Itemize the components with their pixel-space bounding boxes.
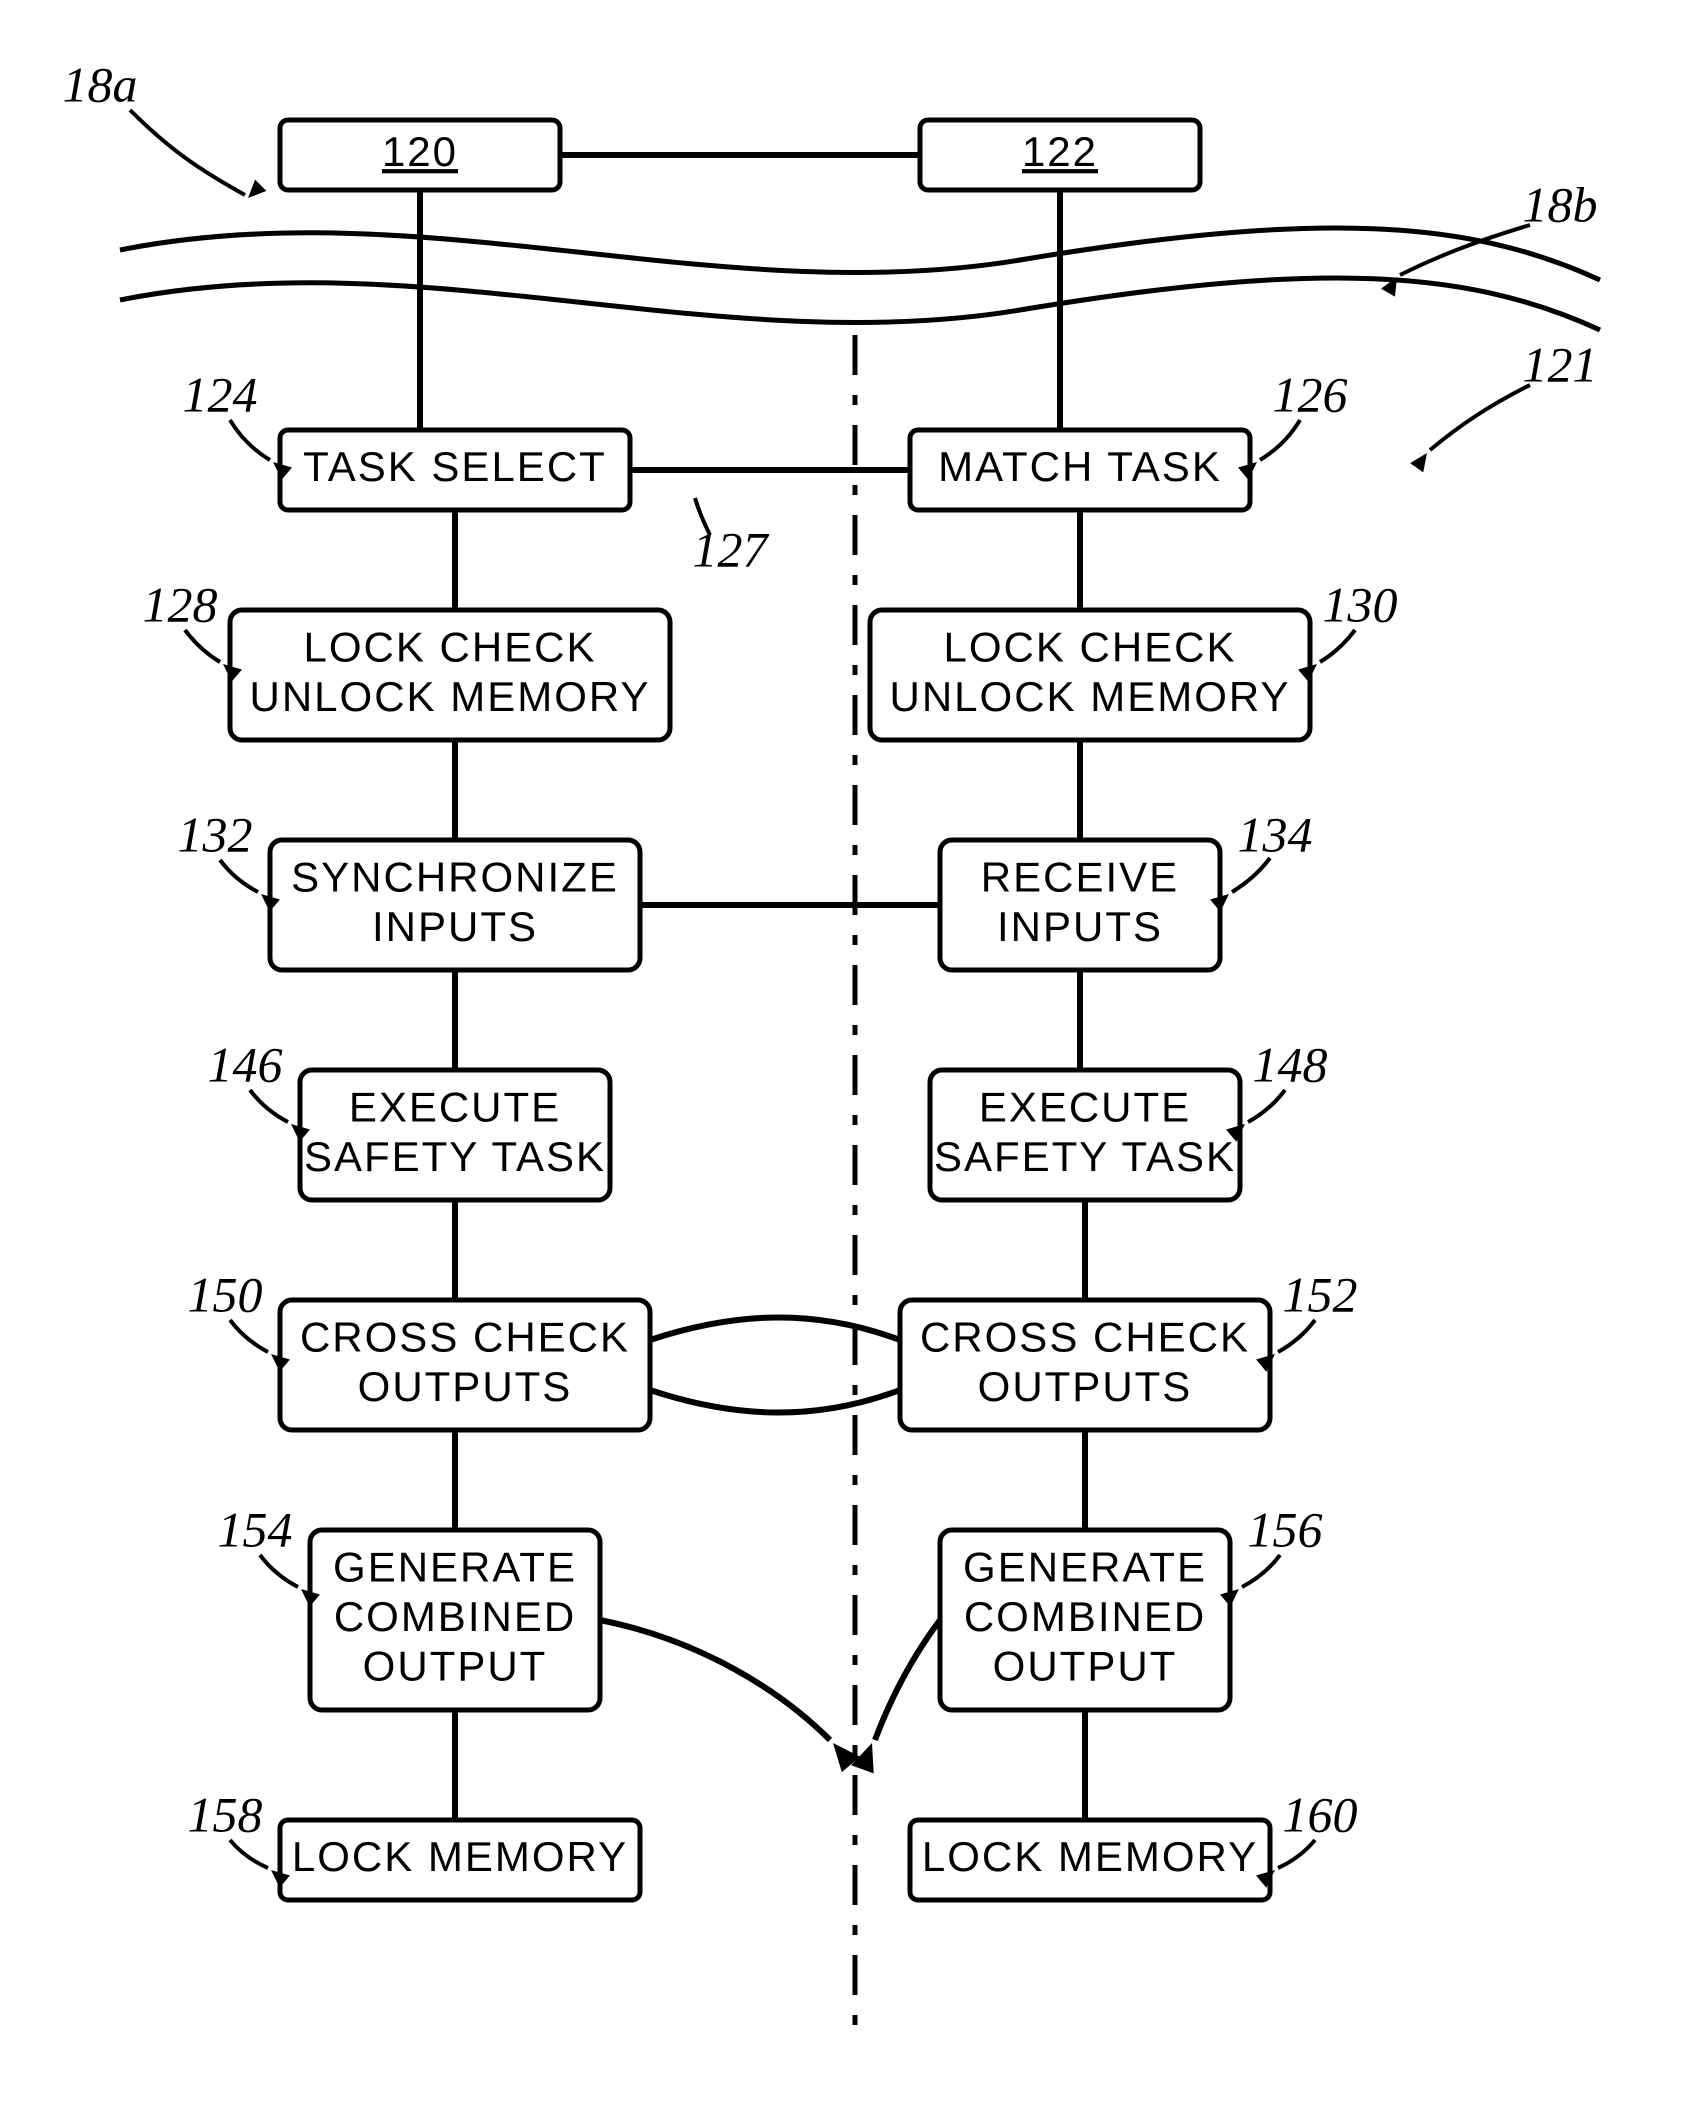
ref-156: 156	[1220, 1501, 1322, 1606]
box-b132-line0: SYNCHRONIZE	[291, 853, 619, 900]
e122-126	[1048, 190, 1072, 458]
box-b128-line0: LOCK CHECK	[303, 623, 596, 670]
ref-label-134: 134	[1238, 806, 1313, 862]
e124-126	[630, 458, 938, 482]
box-b126: MATCH TASK	[910, 430, 1250, 510]
ref-label-156: 156	[1248, 1501, 1323, 1557]
box-b128: LOCK CHECKUNLOCK MEMORY	[230, 610, 670, 740]
box-b146-line0: EXECUTE	[349, 1083, 561, 1130]
box-b154: GENERATECOMBINEDOUTPUT	[310, 1530, 600, 1710]
box-b156-line2: OUTPUT	[993, 1643, 1178, 1690]
e150-152a	[650, 1318, 930, 1357]
e154-out	[600, 1620, 860, 1772]
e120-122	[560, 143, 948, 167]
ref-label-126: 126	[1273, 366, 1348, 422]
box-b156: GENERATECOMBINEDOUTPUT	[940, 1530, 1230, 1710]
ref-label-18a: 18a	[63, 56, 138, 112]
box-b122-line0: 122	[1022, 128, 1098, 175]
box-b132: SYNCHRONIZEINPUTS	[270, 840, 640, 970]
ref-128: 128	[143, 576, 242, 681]
ref-132: 132	[178, 806, 280, 911]
ref-127: 127	[693, 498, 770, 577]
box-b152-line0: CROSS CHECK	[920, 1313, 1250, 1360]
ref-150: 150	[188, 1266, 290, 1371]
box-b134: RECEIVEINPUTS	[940, 840, 1220, 970]
box-b152-line1: OUTPUTS	[978, 1363, 1193, 1410]
ref-154: 154	[218, 1501, 320, 1606]
ref-121: 121	[1410, 336, 1597, 472]
ref-label-127: 127	[693, 521, 770, 577]
e152-150a	[620, 1373, 900, 1412]
box-b146: EXECUTESAFETY TASK	[300, 1070, 610, 1200]
box-b132-line1: INPUTS	[372, 903, 538, 950]
ref-126: 126	[1238, 366, 1347, 479]
ref-label-132: 132	[178, 806, 253, 862]
box-b158-line0: LOCK MEMORY	[292, 1833, 628, 1880]
box-b148-line1: SAFETY TASK	[934, 1133, 1236, 1180]
box-b154-line2: OUTPUT	[363, 1643, 548, 1690]
box-b128-line1: UNLOCK MEMORY	[250, 673, 651, 720]
box-b130-line0: LOCK CHECK	[943, 623, 1236, 670]
ref-label-124: 124	[183, 366, 258, 422]
ref-18b: 18b	[1381, 176, 1597, 296]
ref-146: 146	[208, 1036, 310, 1141]
box-b148: EXECUTESAFETY TASK	[930, 1070, 1240, 1200]
box-b148-line0: EXECUTE	[979, 1083, 1191, 1130]
ref-label-152: 152	[1283, 1266, 1358, 1322]
box-b124-line0: TASK SELECT	[303, 443, 607, 490]
box-b160-line0: LOCK MEMORY	[922, 1833, 1258, 1880]
ref-18a: 18a	[63, 56, 267, 203]
box-b150-line1: OUTPUTS	[358, 1363, 573, 1410]
box-b120: 120	[280, 120, 560, 190]
wave-bottom	[120, 278, 1600, 330]
box-b150: CROSS CHECKOUTPUTS	[280, 1300, 650, 1430]
wave-top	[120, 228, 1600, 280]
ref-label-148: 148	[1253, 1036, 1328, 1092]
e156-out	[851, 1620, 940, 1773]
ref-label-130: 130	[1323, 576, 1398, 632]
box-b156-line0: GENERATE	[963, 1544, 1207, 1591]
box-b150-line0: CROSS CHECK	[300, 1313, 630, 1360]
ref-label-150: 150	[188, 1266, 263, 1322]
e132-134	[640, 893, 968, 917]
box-b146-line1: SAFETY TASK	[304, 1133, 606, 1180]
box-b158: LOCK MEMORY	[280, 1820, 640, 1900]
ref-label-158: 158	[188, 1786, 263, 1842]
e120-124	[408, 190, 432, 458]
ref-label-154: 154	[218, 1501, 293, 1557]
ref-134: 134	[1210, 806, 1312, 911]
ref-label-128: 128	[143, 576, 218, 632]
box-b154-line1: COMBINED	[334, 1593, 576, 1640]
ref-label-18b: 18b	[1523, 176, 1598, 232]
ref-label-121: 121	[1523, 336, 1598, 392]
box-b120-line0: 120	[382, 128, 458, 175]
ref-label-146: 146	[208, 1036, 283, 1092]
box-b130-line1: UNLOCK MEMORY	[890, 673, 1291, 720]
box-b124: TASK SELECT	[280, 430, 630, 510]
ref-158: 158	[188, 1786, 290, 1887]
box-b156-line1: COMBINED	[964, 1593, 1206, 1640]
ref-130: 130	[1298, 576, 1397, 681]
box-b130: LOCK CHECKUNLOCK MEMORY	[870, 610, 1310, 740]
box-b160: LOCK MEMORY	[910, 1820, 1270, 1900]
box-b134-line1: INPUTS	[997, 903, 1163, 950]
box-b122: 122	[920, 120, 1200, 190]
ref-label-160: 160	[1283, 1786, 1358, 1842]
box-b134-line0: RECEIVE	[981, 853, 1179, 900]
ref-124: 124	[183, 366, 292, 479]
box-b126-line0: MATCH TASK	[938, 443, 1222, 490]
box-b154-line0: GENERATE	[333, 1544, 577, 1591]
box-b152: CROSS CHECKOUTPUTS	[900, 1300, 1270, 1430]
